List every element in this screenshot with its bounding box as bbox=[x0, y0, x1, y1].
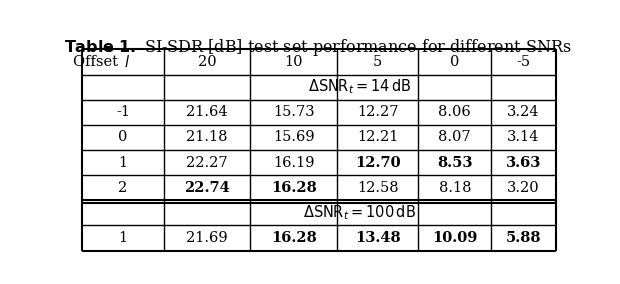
Text: 22.27: 22.27 bbox=[186, 156, 228, 170]
Text: 8.06: 8.06 bbox=[438, 105, 471, 119]
Text: 3.20: 3.20 bbox=[507, 181, 539, 195]
Text: 3.24: 3.24 bbox=[507, 105, 539, 119]
Text: 22.74: 22.74 bbox=[184, 181, 230, 195]
Text: 21.18: 21.18 bbox=[186, 130, 228, 144]
Text: 20: 20 bbox=[198, 55, 216, 69]
Text: Offset: Offset bbox=[73, 55, 123, 69]
Text: 5: 5 bbox=[373, 55, 383, 69]
Text: 13.48: 13.48 bbox=[355, 231, 401, 245]
Text: 3.63: 3.63 bbox=[506, 156, 541, 170]
Text: 1: 1 bbox=[118, 231, 128, 245]
Text: 8.07: 8.07 bbox=[438, 130, 471, 144]
Text: $\Delta\mathrm{SNR}_t = 14\,\mathrm{dB}$: $\Delta\mathrm{SNR}_t = 14\,\mathrm{dB}$ bbox=[308, 78, 411, 97]
Text: 3.14: 3.14 bbox=[507, 130, 539, 144]
Text: 10: 10 bbox=[285, 55, 303, 69]
Text: 15.69: 15.69 bbox=[273, 130, 314, 144]
Text: 10.09: 10.09 bbox=[432, 231, 477, 245]
Text: 8.18: 8.18 bbox=[438, 181, 471, 195]
Text: -1: -1 bbox=[116, 105, 130, 119]
Text: 5.88: 5.88 bbox=[506, 231, 541, 245]
Text: 12.27: 12.27 bbox=[357, 105, 399, 119]
Text: $\mathbf{Table\ 1.}$ SI-SDR [dB] test set performance for different SNRs: $\mathbf{Table\ 1.}$ SI-SDR [dB] test se… bbox=[64, 37, 572, 58]
Text: 1: 1 bbox=[118, 156, 128, 170]
Text: $\Delta\mathrm{SNR}_t = 100\,\mathrm{dB}$: $\Delta\mathrm{SNR}_t = 100\,\mathrm{dB}… bbox=[303, 204, 416, 222]
Text: 21.69: 21.69 bbox=[186, 231, 228, 245]
Text: 15.73: 15.73 bbox=[273, 105, 314, 119]
Text: -5: -5 bbox=[516, 55, 531, 69]
Text: 16.19: 16.19 bbox=[273, 156, 314, 170]
Text: 12.70: 12.70 bbox=[355, 156, 401, 170]
Text: 8.53: 8.53 bbox=[437, 156, 472, 170]
Text: 16.28: 16.28 bbox=[271, 181, 317, 195]
Text: 0: 0 bbox=[118, 130, 128, 144]
Text: $l$: $l$ bbox=[125, 54, 130, 70]
Text: 21.64: 21.64 bbox=[186, 105, 228, 119]
Text: 2: 2 bbox=[118, 181, 128, 195]
Text: 16.28: 16.28 bbox=[271, 231, 317, 245]
Text: 12.58: 12.58 bbox=[357, 181, 399, 195]
Text: 0: 0 bbox=[450, 55, 459, 69]
Text: 12.21: 12.21 bbox=[357, 130, 399, 144]
